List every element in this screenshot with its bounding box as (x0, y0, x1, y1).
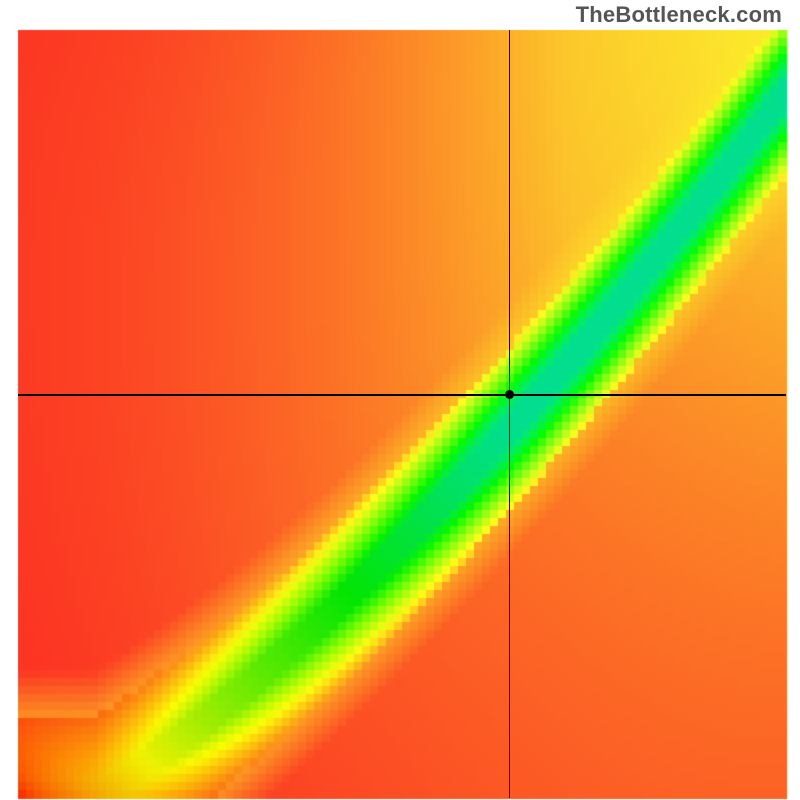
crosshair-horizontal (18, 394, 786, 396)
heatmap-canvas (0, 0, 800, 800)
crosshair-vertical (509, 30, 511, 798)
watermark-text: TheBottleneck.com (576, 2, 782, 28)
chart-container: TheBottleneck.com (0, 0, 800, 800)
